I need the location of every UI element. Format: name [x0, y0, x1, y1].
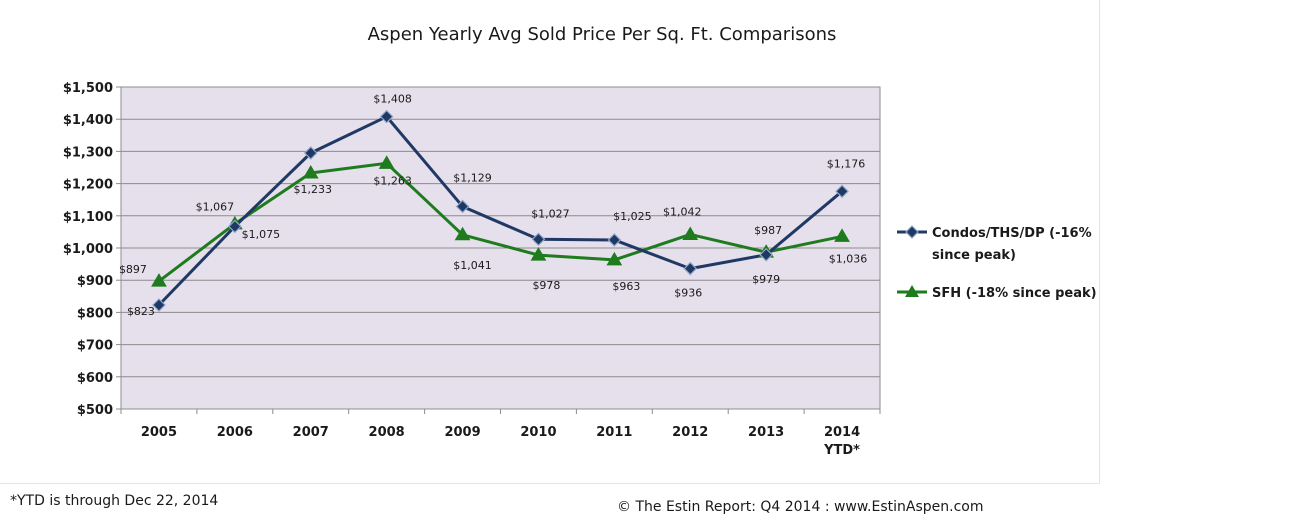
- legend-condos-marker: [905, 225, 919, 239]
- chart-title: Aspen Yearly Avg Sold Price Per Sq. Ft. …: [368, 24, 837, 45]
- condos-point: [835, 184, 849, 199]
- condos-data-label: $1,129: [453, 171, 492, 184]
- x-tick-label: 2012: [672, 425, 708, 440]
- y-tick-label: $900: [77, 274, 113, 289]
- condos-point: [228, 219, 242, 234]
- sfh-point: [530, 247, 547, 261]
- y-tick-label: $1,300: [63, 145, 113, 160]
- condos-point: [379, 109, 394, 124]
- condos-data-label: $1,025: [613, 210, 652, 223]
- condos-point: [152, 298, 166, 312]
- chart-container: Aspen Yearly Avg Sold Price Per Sq. Ft. …: [0, 0, 1100, 484]
- sfh-data-label: $1,042: [663, 205, 702, 218]
- condos-point: [759, 247, 773, 262]
- condos-series-line: [157, 115, 844, 307]
- y-tick-label: $1,000: [63, 242, 113, 257]
- y-tick-label: $1,200: [63, 178, 113, 193]
- sfh-data-label: $1,036: [829, 252, 868, 265]
- condos-data-label: $1,408: [373, 93, 412, 106]
- condos-point: [303, 146, 318, 160]
- condos-point: [455, 199, 470, 214]
- condos-point: [607, 233, 622, 247]
- condos-data-label: $1,027: [531, 207, 570, 220]
- x-tick-label: 2005: [141, 425, 177, 440]
- sfh-point: [834, 228, 850, 242]
- y-tick-label: $600: [77, 371, 113, 386]
- sfh-data-label: $897: [119, 263, 147, 276]
- sfh-series-line: [158, 161, 843, 283]
- sfh-data-label: $1,263: [373, 174, 412, 187]
- y-tick-label: $500: [77, 403, 113, 418]
- plot-area: $500 $600 $700 $800 $900 $1,000 $1,100 $1,200 $1…: [63, 81, 881, 458]
- sfh-data-label: $987: [754, 224, 782, 237]
- condos-point: [531, 232, 546, 247]
- x-tick-label: 2014: [824, 425, 860, 440]
- x-tick-label: 2009: [444, 425, 480, 440]
- legend-condos-label: Condos/THS/DP (-16%: [932, 226, 1092, 241]
- x-tick-label: 2008: [369, 425, 405, 440]
- line-chart: Aspen Yearly Avg Sold Price Per Sq. Ft. …: [63, 24, 1097, 458]
- sfh-point: [151, 273, 167, 287]
- legend: Condos/THS/DP (-16% since peak) SFH (-18% …: [897, 225, 1097, 301]
- ytd-footnote: *YTD is through Dec 22, 2014: [10, 493, 219, 509]
- sfh-point: [302, 164, 319, 179]
- x-tick-label: 2013: [748, 425, 784, 440]
- sfh-point: [682, 226, 699, 240]
- condos-point: [683, 261, 698, 276]
- condos-data-label: $823: [127, 305, 155, 318]
- sfh-data-label: $1,075: [242, 228, 281, 241]
- y-tick-label: $800: [77, 306, 113, 321]
- legend-sfh-label: SFH (-18% since peak): [932, 286, 1097, 301]
- x-tick-label: 2011: [596, 425, 632, 440]
- sfh-data-label: $1,041: [453, 259, 492, 272]
- y-tick-label: $1,500: [63, 81, 113, 96]
- y-tick-label: $1,400: [63, 113, 113, 128]
- x-tick-label: 2007: [293, 425, 329, 440]
- y-tick-label: $1,100: [63, 210, 113, 225]
- sfh-point: [378, 155, 395, 169]
- x-tick-label: 2006: [217, 425, 253, 440]
- legend-sfh-marker: [905, 285, 919, 297]
- condos-data-label: $1,176: [827, 157, 866, 170]
- condos-data-label: $979: [752, 273, 780, 286]
- sfh-data-label: $963: [612, 280, 640, 293]
- y-tick-label: $700: [77, 339, 113, 354]
- legend-condos-label: since peak): [932, 248, 1016, 263]
- x-tick-sublabel: YTD*: [823, 443, 860, 458]
- sfh-point: [454, 226, 471, 241]
- sfh-point: [606, 251, 623, 266]
- sfh-data-label: $1,233: [294, 183, 333, 196]
- condos-data-label: $1,067: [196, 200, 235, 213]
- copyright-credit: © The Estin Report: Q4 2014 : www.EstinA…: [617, 499, 984, 515]
- sfh-data-label: $978: [532, 279, 560, 292]
- condos-data-label: $936: [674, 287, 702, 300]
- x-tick-label: 2010: [520, 425, 556, 440]
